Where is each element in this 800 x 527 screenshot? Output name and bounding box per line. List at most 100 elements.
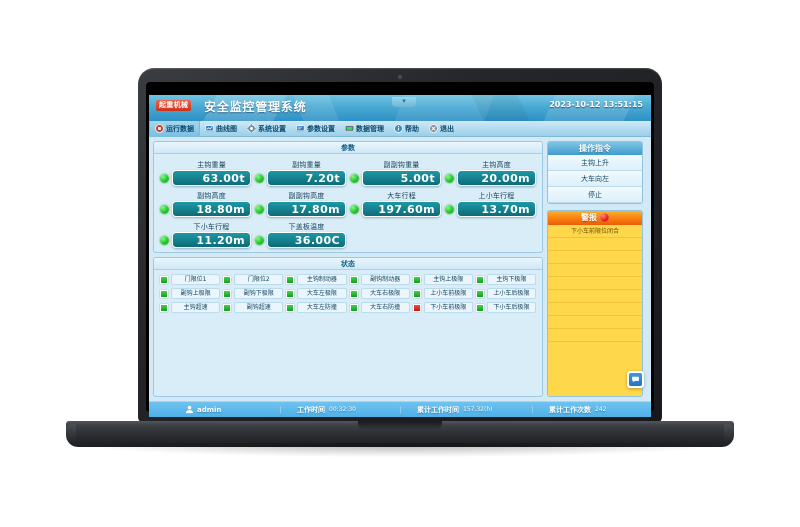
toolbar-label: 数据管理	[356, 124, 384, 133]
status-label: 下小车前极限	[423, 302, 473, 313]
param-value: 18.80m	[172, 201, 251, 217]
toolbar-label: 曲线图	[216, 124, 237, 133]
toolbar-item-help[interactable]: 帮助	[389, 121, 424, 137]
laptop-base-foot-right	[724, 424, 734, 442]
chat-button[interactable]	[627, 371, 644, 388]
param-cell: 副钩高度 18.80m	[160, 192, 251, 217]
status-grid: 门限位1 门限位2 主钩制动器 副钩制动器 主钩上极限 主钩下极限 副钩上极限 …	[154, 270, 542, 317]
param-label: 下盖板温度	[288, 223, 325, 231]
param-value: 17.80m	[267, 201, 346, 217]
status-bar-separator: |	[399, 405, 402, 414]
param-value: 7.20t	[267, 170, 346, 186]
param-label: 大车行程	[387, 192, 416, 200]
status-bar-work-time: 工作时间 00:32:30	[297, 405, 356, 415]
status-label: 门限位2	[234, 274, 284, 285]
toolbar-item-curve-chart[interactable]: 曲线图	[200, 121, 242, 137]
status-led-icon	[160, 236, 169, 245]
gear-icon	[247, 124, 256, 133]
status-led-icon	[255, 174, 264, 183]
command-item-trolley-left[interactable]: 大车向左	[548, 171, 642, 187]
status-indicator-icon	[223, 303, 232, 312]
toolbar-label: 运行数据	[166, 124, 194, 133]
status-label: 副钩超速	[234, 302, 284, 313]
command-item-main-hook-up[interactable]: 主钩上升	[548, 155, 642, 171]
app-header: 起重机械 安全监控管理系统 ▾ 2023-10-12 13:51:15	[149, 95, 651, 121]
work-time-value: 00:32:30	[329, 406, 356, 413]
status-item: 大车右防撞	[349, 302, 410, 313]
status-bar-work-count: 累计工作次数 242	[549, 405, 606, 415]
alarm-list: 下小车前限位闭合	[548, 225, 642, 396]
status-panel: 状态 门限位1 门限位2 主钩制动器 副钩制动器 主钩上极限 主钩下极限 副钩上…	[153, 257, 543, 397]
alarm-panel: 警报 下小车前限位闭合	[547, 210, 643, 397]
status-label: 下小车后极限	[486, 302, 536, 313]
status-led-icon	[160, 205, 169, 214]
status-item: 大车左防撞	[286, 302, 347, 313]
alarm-panel-title: 警报	[548, 211, 642, 225]
status-indicator-icon	[160, 303, 168, 312]
param-cell: 上小车行程 13.70m	[445, 192, 536, 217]
app-logo-badge: 起重机械	[156, 100, 192, 111]
right-column: 操作指令 主钩上升 大车向左 停止 警报 下小车前限位闭合	[547, 141, 643, 397]
status-item: 大车左极限	[286, 288, 347, 299]
status-label: 大车左防撞	[297, 302, 347, 313]
record-icon	[155, 124, 164, 133]
param-cell: 主钩重量 63.00t	[160, 161, 251, 186]
status-item: 大车右极限	[349, 288, 410, 299]
param-label: 副副钩高度	[288, 192, 325, 200]
status-label: 上小车前极限	[423, 288, 473, 299]
status-led-icon	[350, 205, 359, 214]
status-item: 下小车后极限	[475, 302, 536, 313]
toolbar-label: 退出	[440, 124, 454, 133]
status-indicator-icon	[160, 289, 168, 298]
status-bar-username: admin	[197, 405, 222, 414]
work-count-value: 242	[595, 406, 607, 413]
param-label: 下小车行程	[193, 223, 230, 231]
status-indicator-icon	[475, 275, 484, 284]
status-label: 主钩超速	[171, 302, 221, 313]
status-indicator-icon	[223, 275, 232, 284]
status-indicator-icon	[349, 275, 358, 284]
alarm-list-item	[548, 303, 642, 316]
toolbar-item-data-management[interactable]: 数据管理	[340, 121, 389, 137]
status-item: 下小车前极限	[412, 302, 473, 313]
status-indicator-icon	[412, 275, 421, 284]
param-cell: 下小车行程 11.20m	[160, 223, 251, 248]
toolbar-item-system-settings[interactable]: 系统设置	[242, 121, 291, 137]
alarm-list-item[interactable]: 下小车前限位闭合	[548, 225, 642, 238]
chevron-down-icon[interactable]: ▾	[392, 97, 416, 107]
parameters-panel: 参数 主钩重量 63.00t 副钩重量	[153, 141, 543, 253]
status-led-icon	[350, 174, 359, 183]
alarm-list-item	[548, 329, 642, 342]
command-item-stop[interactable]: 停止	[548, 187, 642, 203]
alarm-list-item	[548, 316, 642, 329]
status-bar-user: admin	[185, 405, 221, 414]
status-label: 大车左极限	[297, 288, 347, 299]
status-indicator-icon	[475, 289, 484, 298]
param-value: 5.00t	[362, 170, 441, 186]
status-label: 主钩上极限	[423, 274, 473, 285]
status-indicator-icon	[349, 289, 358, 298]
param-label: 主钩重量	[197, 161, 226, 169]
param-label: 上小车行程	[478, 192, 515, 200]
info-icon	[394, 124, 403, 133]
status-indicator-icon	[286, 303, 295, 312]
toolbar-item-exit[interactable]: 退出	[424, 121, 459, 137]
status-item: 上小车前极限	[412, 288, 473, 299]
toolbar-item-parameter-settings[interactable]: 参数设置	[291, 121, 340, 137]
total-time-value: 157.32(h)	[463, 406, 493, 413]
toolbar-item-running-data[interactable]: 运行数据	[149, 120, 200, 137]
page-title: 安全监控管理系统	[204, 100, 307, 114]
user-icon	[185, 405, 194, 414]
status-indicator-icon	[349, 303, 358, 312]
param-label: 副钩高度	[197, 192, 226, 200]
param-cell: 副副钩高度 17.80m	[255, 192, 346, 217]
param-cell: 下盖板温度 36.00C	[255, 223, 346, 248]
param-cell: 主钩高度 20.00m	[445, 161, 536, 186]
alert-badge-icon	[600, 213, 609, 222]
parameters-panel-title: 参数	[154, 142, 542, 154]
status-item: 门限位2	[223, 274, 284, 285]
toolbar-label: 系统设置	[258, 124, 286, 133]
status-led-icon	[160, 174, 169, 183]
toolbar-label: 参数设置	[307, 124, 335, 133]
alarm-list-item	[548, 251, 642, 264]
